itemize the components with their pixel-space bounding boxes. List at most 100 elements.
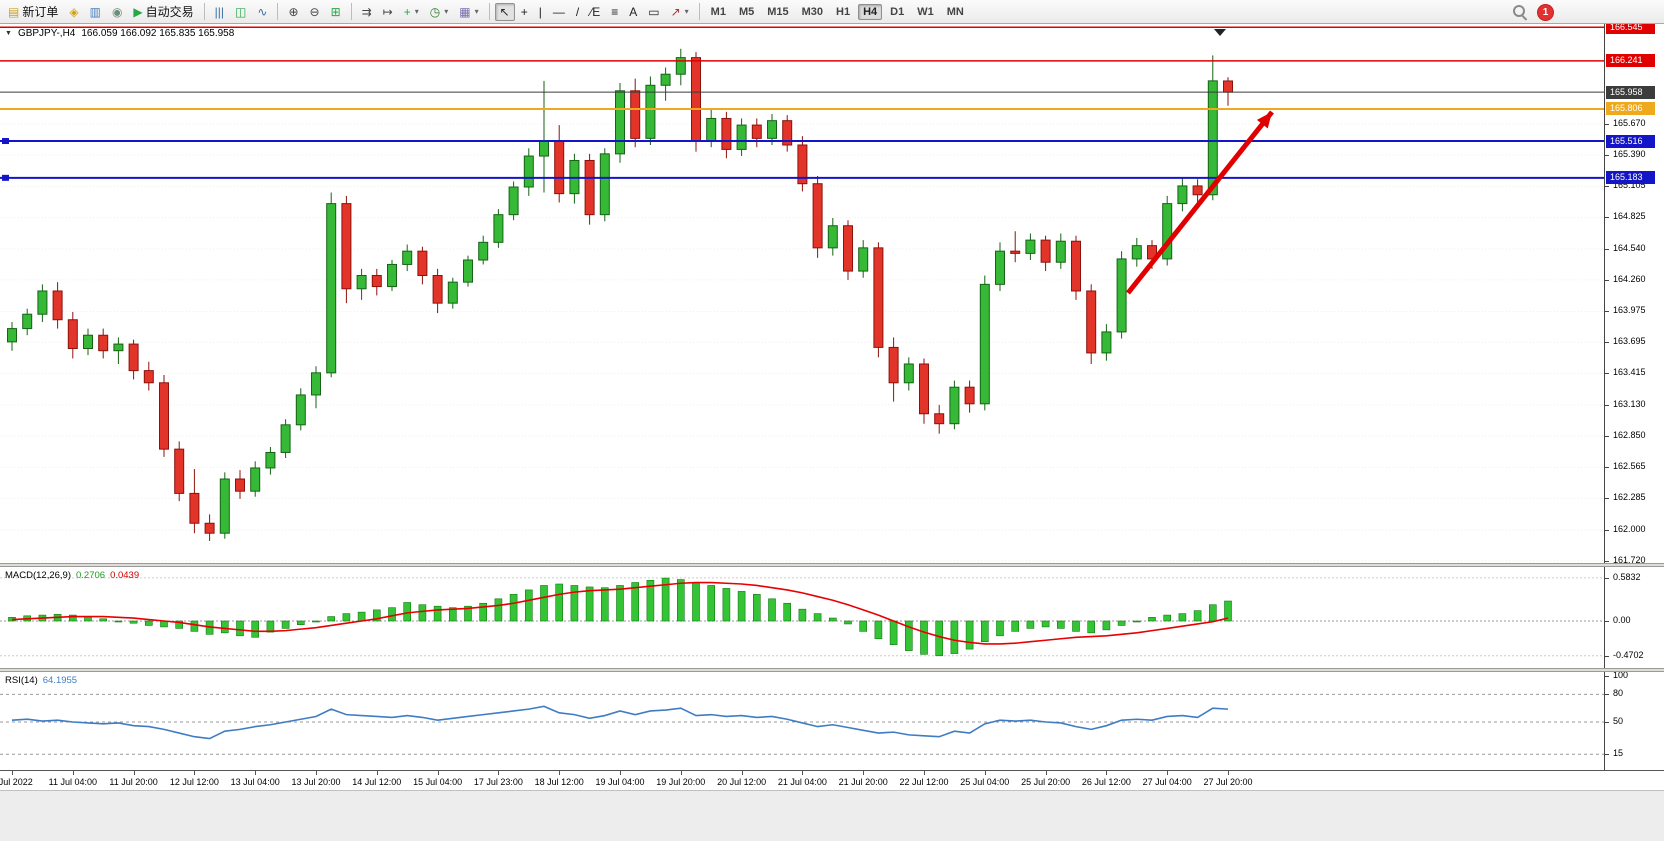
price-axis-tickmark: [1605, 435, 1609, 437]
chart-shift-icon[interactable]: ↦: [378, 3, 398, 21]
candle: [554, 140, 565, 195]
time-tick-label: 11 Jul 04:00: [48, 777, 97, 787]
tile-windows-icon-glyph: ⊞: [330, 4, 341, 19]
timeframe-m5-button[interactable]: M5: [738, 5, 755, 18]
macd-histogram-bar: [388, 607, 396, 622]
macd-histogram-bar: [980, 620, 989, 643]
price-axis[interactable]: 165.670 165.390 165.105 164.825 164.540 164.2…: [1604, 24, 1664, 770]
time-axis-tickmark: [620, 771, 621, 775]
time-axis-tickmark: [255, 771, 257, 775]
price-axis-tickmark: [1605, 676, 1609, 677]
price-axis-tickmark: [1605, 498, 1609, 500]
timeframe-h1-button[interactable]: H1: [836, 5, 851, 18]
trendline-icon[interactable]: /: [571, 3, 584, 21]
candle: [83, 334, 93, 350]
macd-histogram-bar: [828, 617, 837, 622]
macd-histogram-bar: [1209, 604, 1217, 622]
timeframe-h4-button[interactable]: H4: [858, 3, 883, 20]
horizontal-line-icon[interactable]: —: [548, 3, 570, 21]
candle: [508, 186, 519, 216]
macd-histogram-bar: [661, 577, 670, 622]
bar-chart-icon[interactable]: |||: [210, 3, 229, 21]
macd-histogram-bar: [540, 585, 548, 622]
macd-histogram-bar: [1087, 620, 1095, 634]
rsi-panel[interactable]: [0, 672, 1604, 770]
new-chart-icon[interactable]: ◈: [64, 3, 83, 21]
fibonacci-icon-glyph: ≡: [611, 4, 619, 19]
line-chart-icon[interactable]: ∿: [252, 3, 272, 21]
timeframe-m30-button[interactable]: M30: [801, 5, 824, 18]
time-axis[interactable]: 8 Jul 2022 11 Jul 04:00 11 Jul 20:00 12 Jul…: [0, 770, 1664, 790]
template-icon-glyph: ▦: [459, 4, 471, 19]
vertical-line-icon[interactable]: |: [534, 3, 547, 21]
template-icon[interactable]: ▦ ▾: [454, 3, 483, 21]
macd-histogram-bar: [904, 620, 913, 651]
autotrading-button-label: 自动交易: [145, 5, 194, 19]
macd-panel[interactable]: [0, 567, 1604, 668]
auto-scroll-icon[interactable]: ⇉: [357, 3, 377, 21]
time-axis-tickmark: [194, 771, 196, 775]
timeframe-m1-button[interactable]: M1: [710, 5, 726, 18]
collapse-arrow-icon[interactable]: ▼: [5, 30, 12, 37]
cursor-icon[interactable]: ↖: [494, 2, 515, 21]
panel-separator[interactable]: [0, 563, 1664, 567]
main-price-chart[interactable]: [0, 24, 1604, 563]
toolbar-separator: [698, 3, 700, 20]
toolbar-items: ▤ 新订单 ◈ ▥ ◉ ▶ 自动交易 ||| ◫ ∿ ⊕ ⊖ ⊞ ⇉ ↦ + ▾ ◷ ▾ ▦ ▾ ↖ + | — / ⁄E ≡ A ▭ ↗ ▾…: [3, 0, 970, 23]
candle: [1025, 239, 1036, 254]
equidistant-channel-icon[interactable]: ⁄E: [585, 3, 605, 21]
macd-label: MACD(12,26,9) 0.2706 0.0439: [5, 570, 139, 581]
new-order-button[interactable]: ▤ 新订单: [3, 0, 63, 23]
macd-histogram-bar: [372, 609, 381, 622]
toolbar-right: 1: [1512, 0, 1553, 24]
fibonacci-icon[interactable]: ≡: [606, 3, 623, 21]
period-icon[interactable]: ◷ ▾: [425, 3, 454, 21]
toolbar-separator: [203, 3, 205, 20]
time-tick-label: 20 Jul 12:00: [717, 777, 767, 787]
price-line-label: 165.516: [1606, 134, 1655, 148]
time-tick-label: 27 Jul 20:00: [1203, 777, 1253, 787]
add-indicator-icon[interactable]: + ▾: [399, 3, 424, 21]
rsi-line: [11, 705, 1229, 740]
candlestick-chart-icon[interactable]: ◫: [230, 3, 251, 21]
timeframe-d1-button[interactable]: D1: [890, 5, 905, 18]
profiles-icon[interactable]: ▥: [85, 3, 106, 21]
macd-histogram-bar: [920, 620, 928, 655]
macd-histogram-bar: [1026, 620, 1035, 629]
macd-histogram-bar: [236, 620, 244, 637]
arrows-icon[interactable]: ↗ ▾: [666, 3, 694, 21]
time-axis-tickmark: [680, 771, 682, 775]
zoom-in-icon[interactable]: ⊕: [283, 3, 303, 21]
zoom-out-icon[interactable]: ⊖: [305, 3, 325, 21]
price-axis-tickmark: [1605, 560, 1609, 562]
candle: [584, 159, 595, 216]
time-axis-tickmark: [863, 771, 865, 775]
notification-badge[interactable]: 1: [1538, 4, 1553, 20]
timeframe-m15-button[interactable]: M15: [767, 5, 789, 18]
tile-windows-icon[interactable]: ⊞: [326, 3, 346, 21]
candle: [1223, 80, 1233, 93]
text-icon[interactable]: A: [624, 3, 642, 21]
arrows-icon-glyph: ↗: [670, 4, 681, 19]
candle: [903, 363, 914, 384]
candlestick-chart-icon-glyph: ◫: [235, 4, 247, 19]
dropdown-arrow-icon: ▾: [414, 7, 419, 16]
timeframe-mn-button[interactable]: MN: [946, 5, 964, 18]
candle: [143, 370, 154, 384]
macd-histogram-bar: [327, 616, 336, 622]
refresh-icon[interactable]: ◉: [107, 3, 127, 21]
time-tick-label: 12 Jul 12:00: [169, 777, 219, 787]
price-tick-label: 165.670: [1613, 117, 1646, 128]
time-tick-label: 21 Jul 20:00: [838, 777, 888, 787]
crosshair-icon[interactable]: +: [516, 3, 533, 21]
panel-separator[interactable]: [0, 668, 1664, 672]
new-chart-icon-glyph: ◈: [69, 4, 79, 19]
down-triangle-marker: [1214, 29, 1226, 36]
timeframe-w1-button[interactable]: W1: [917, 5, 934, 18]
candle: [539, 140, 549, 157]
shapes-icon[interactable]: ▭: [643, 3, 664, 21]
macd-histogram-bar: [752, 594, 761, 622]
search-icon[interactable]: [1512, 4, 1528, 20]
macd-histogram-bar: [950, 620, 959, 654]
autotrading-button[interactable]: ▶ 自动交易: [128, 0, 198, 23]
